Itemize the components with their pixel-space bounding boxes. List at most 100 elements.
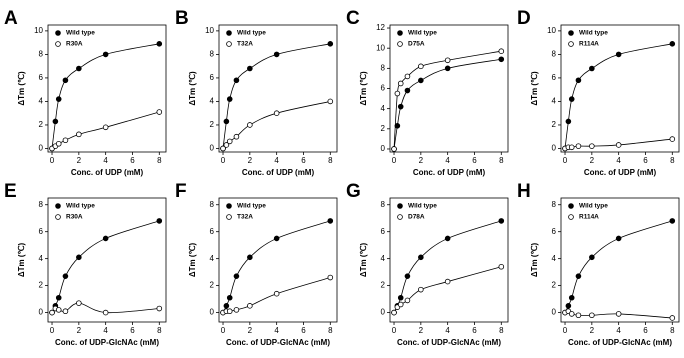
data-point: [49, 309, 55, 316]
y-tick-label: 10: [547, 26, 556, 35]
x-tick-label: 0: [50, 156, 55, 165]
x-axis-label: Conc. of UDP (mM): [584, 168, 657, 177]
y-tick-label: 0: [381, 144, 386, 153]
x-tick-label: 0: [392, 326, 397, 335]
x-tick-label: 4: [274, 156, 279, 165]
x-tick-label: 4: [103, 156, 108, 165]
data-point: [589, 143, 595, 149]
x-tick-label: 0: [221, 156, 226, 165]
x-tick-label: 4: [445, 326, 450, 335]
data-point: [76, 65, 82, 72]
plot-frame: [560, 197, 680, 323]
legend-marker: [397, 203, 403, 209]
y-tick-label: 10: [376, 43, 385, 52]
data-point: [498, 218, 505, 224]
data-point: [327, 98, 334, 105]
data-point: [102, 309, 109, 316]
y-tick-label: 0: [210, 308, 215, 317]
data-point: [391, 146, 397, 152]
data-point: [226, 96, 233, 102]
legend-marker: [568, 214, 574, 220]
data-point: [565, 118, 572, 125]
y-tick-label: 0: [381, 308, 386, 317]
data-point: [223, 142, 230, 148]
data-point: [62, 77, 69, 84]
legend-label: Wild type: [66, 203, 95, 210]
data-point: [589, 65, 595, 72]
data-point: [568, 144, 575, 151]
y-tick-label: 4: [210, 97, 215, 106]
data-point: [589, 254, 595, 261]
data-point: [498, 48, 505, 55]
y-tick-label: 2: [39, 281, 44, 290]
data-point: [418, 63, 424, 70]
data-point: [615, 235, 622, 242]
x-axis-label: Conc. of UDP (mM): [242, 168, 315, 177]
fit-curve: [51, 43, 160, 149]
x-tick-label: 0: [221, 326, 226, 335]
data-point: [226, 308, 233, 315]
y-tick-label: 2: [210, 120, 215, 129]
x-tick-label: 8: [157, 156, 162, 165]
data-point: [575, 273, 582, 279]
x-tick-label: 4: [616, 156, 621, 165]
panel-label: D: [517, 8, 531, 29]
x-tick-label: 0: [392, 156, 397, 165]
panel-label: A: [4, 8, 18, 29]
y-tick-label: 4: [381, 254, 386, 263]
y-tick-label: 8: [381, 200, 386, 209]
y-tick-label: 0: [552, 308, 557, 317]
data-point: [62, 137, 69, 144]
y-tick-label: 8: [381, 63, 386, 72]
legend-marker: [55, 214, 61, 220]
x-tick-label: 8: [670, 156, 675, 165]
legend-label: T32A: [237, 41, 253, 48]
data-point: [498, 263, 505, 270]
data-point: [247, 254, 253, 261]
legend-marker: [226, 203, 232, 209]
x-axis-label: Conc. of UDP-GlcNAc (mM): [226, 338, 330, 347]
data-point: [615, 311, 622, 317]
x-axis-label: Conc. of UDP (mM): [413, 168, 486, 177]
legend-marker: [568, 30, 574, 36]
x-axis-label: Conc. of UDP-GlcNAc (mM): [55, 338, 159, 347]
legend-label: Wild type: [237, 203, 266, 210]
data-point: [669, 218, 676, 224]
x-tick-label: 6: [130, 326, 135, 335]
data-point: [669, 41, 676, 47]
y-tick-label: 8: [552, 200, 557, 209]
data-point: [418, 254, 424, 261]
fit-curve: [222, 101, 331, 149]
legend-marker: [568, 41, 574, 47]
fit-curve: [564, 220, 673, 313]
y-tick-label: 6: [552, 73, 557, 82]
fit-curve: [393, 220, 502, 313]
data-point: [76, 131, 82, 138]
data-point: [233, 273, 240, 279]
data-point: [220, 145, 226, 152]
y-axis-label: ΔTm (℃): [17, 243, 26, 278]
data-point: [226, 138, 233, 145]
x-tick-label: 2: [590, 156, 595, 165]
data-point: [55, 140, 62, 147]
data-point: [404, 297, 411, 304]
data-point: [233, 133, 240, 140]
legend-label: Wild type: [237, 30, 266, 37]
data-point: [444, 65, 451, 72]
y-axis-label: ΔTm (℃): [530, 243, 539, 278]
y-tick-label: 12: [376, 23, 385, 32]
data-point: [404, 273, 411, 279]
data-point: [568, 96, 575, 102]
panel-label: G: [346, 181, 361, 202]
y-tick-label: 0: [552, 144, 557, 153]
fit-curve: [51, 220, 160, 313]
x-tick-label: 8: [328, 326, 333, 335]
y-tick-label: 8: [552, 50, 557, 59]
panel-label: B: [175, 8, 189, 29]
y-tick-label: 6: [39, 227, 44, 236]
y-axis-label: ΔTm (℃): [17, 71, 26, 106]
x-tick-label: 0: [563, 156, 568, 165]
y-tick-label: 0: [39, 144, 44, 153]
plot-frame: [218, 197, 338, 323]
